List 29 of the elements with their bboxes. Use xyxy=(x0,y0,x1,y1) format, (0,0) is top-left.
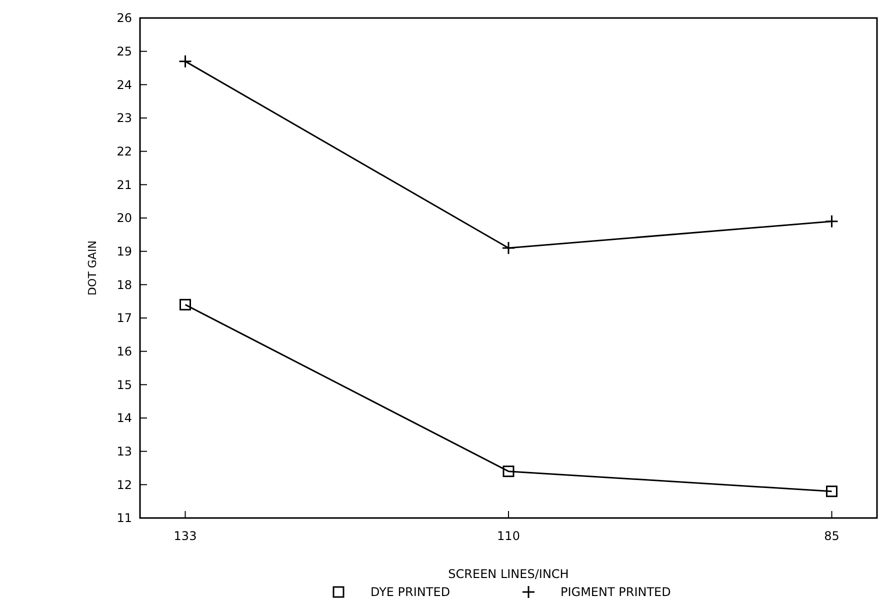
y-tick-label: 20 xyxy=(116,211,132,226)
y-tick-label: 18 xyxy=(116,278,132,292)
point xyxy=(502,466,514,478)
y-tick-label: 26 xyxy=(116,11,132,26)
y-tick-label: 15 xyxy=(116,378,132,392)
point xyxy=(180,298,192,310)
y-tick-label: 14 xyxy=(116,411,132,426)
y-tick-label: 16 xyxy=(116,344,132,359)
x-tick-label: 85 xyxy=(824,529,840,543)
y-tick-label: 17 xyxy=(116,311,132,326)
x-tick-label: 110 xyxy=(497,529,520,543)
y-tick-label: 21 xyxy=(116,178,132,192)
point xyxy=(824,214,838,228)
y-tick-label: 12 xyxy=(116,478,132,492)
legend-label: DYE PRINTED xyxy=(370,585,450,599)
y-tick-label: 24 xyxy=(116,78,132,92)
point xyxy=(502,241,516,255)
y-tick-label: 25 xyxy=(116,44,132,59)
y-tick-label: 13 xyxy=(116,444,132,459)
legend-label: PIGMENT PRINTED xyxy=(560,585,671,599)
y-axis-title: DOT GAIN xyxy=(86,240,99,296)
x-axis-title: SCREEN LINES/INCH xyxy=(448,567,569,581)
x-tick-label: 133 xyxy=(174,529,197,543)
y-tick-label: 23 xyxy=(116,111,132,126)
point xyxy=(826,486,838,498)
y-tick-label: 19 xyxy=(116,244,132,259)
y-tick-label: 22 xyxy=(116,144,132,159)
y-tick-label: 11 xyxy=(116,511,132,526)
point xyxy=(178,54,192,68)
